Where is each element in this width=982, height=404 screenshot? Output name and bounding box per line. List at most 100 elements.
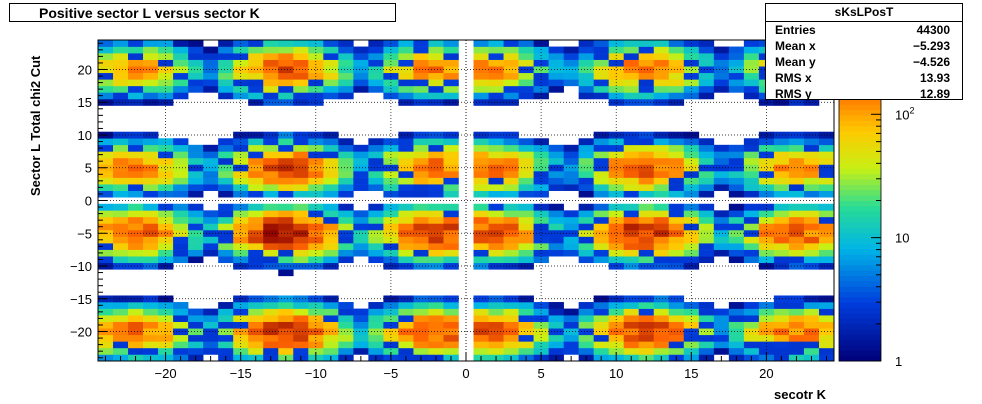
heatmap-cell <box>503 190 519 198</box>
colorbar-segment <box>839 189 881 196</box>
heatmap-cell <box>503 302 519 309</box>
heatmap-cell <box>443 302 459 309</box>
heatmap-cell <box>488 164 504 172</box>
heatmap-cell <box>473 328 489 336</box>
heatmap-cell <box>788 262 805 270</box>
heatmap-cell <box>518 85 534 93</box>
heatmap-cell <box>338 66 354 74</box>
heatmap-cell <box>518 157 534 165</box>
heatmap-cell <box>653 40 670 47</box>
colorbar-segment <box>839 232 881 239</box>
heatmap-cell <box>668 85 685 93</box>
heatmap-cell <box>263 341 279 349</box>
heatmap-cell <box>683 262 700 270</box>
heatmap-cell <box>518 347 534 355</box>
heatmap-cell <box>383 85 399 93</box>
heatmap-cell <box>428 203 444 211</box>
heatmap-cell <box>623 92 640 100</box>
heatmap-cell <box>278 144 294 152</box>
heatmap-cell <box>518 53 534 60</box>
heatmap-cell <box>818 157 835 165</box>
stats-value: 44300 <box>916 23 950 37</box>
heatmap-cell <box>173 315 189 322</box>
colorbar-tick-label: 10 <box>895 231 909 246</box>
heatmap-cell <box>743 341 760 349</box>
heatmap-cell <box>548 216 564 224</box>
heatmap-cell <box>518 151 534 159</box>
heatmap-cell <box>278 53 294 60</box>
heatmap-cell <box>788 302 805 309</box>
heatmap-cell <box>278 138 294 146</box>
heatmap-cell <box>128 177 144 185</box>
colorbar-segment <box>839 173 881 180</box>
heatmap-cell <box>698 302 715 309</box>
heatmap-cell <box>668 256 685 264</box>
heatmap-cell <box>698 59 715 67</box>
heatmap-cell <box>518 295 534 303</box>
heatmap-cell <box>518 72 534 80</box>
heatmap-cell <box>608 203 625 211</box>
heatmap-cell <box>443 236 459 244</box>
heatmap-cell <box>518 203 534 211</box>
heatmap-cell <box>563 79 579 87</box>
heatmap-cell <box>668 308 685 316</box>
heatmap-cell <box>158 315 174 322</box>
heatmap-cell <box>98 203 114 211</box>
heatmap-cell <box>713 315 730 322</box>
heatmap-cell <box>188 328 204 336</box>
heatmap-cell <box>188 144 204 152</box>
heatmap-cell <box>623 236 640 244</box>
heatmap-cell <box>653 249 670 257</box>
heatmap-cell <box>113 40 129 47</box>
heatmap-cell <box>143 243 159 250</box>
heatmap-cell <box>353 151 369 159</box>
heatmap-cell <box>113 308 129 316</box>
heatmap-cell <box>98 177 114 185</box>
heatmap-cell <box>338 210 354 218</box>
heatmap-cell <box>503 144 519 152</box>
heatmap-cell <box>323 295 339 303</box>
heatmap-cell <box>218 92 234 100</box>
heatmap-cell <box>263 256 279 264</box>
heatmap-cell <box>608 131 625 139</box>
heatmap-cell <box>773 177 790 185</box>
heatmap-cell <box>818 249 835 257</box>
heatmap-cell <box>368 216 384 224</box>
heatmap-cell <box>518 79 534 87</box>
heatmap-cell <box>398 341 414 349</box>
heatmap-cell <box>473 302 489 309</box>
heatmap-cell <box>113 295 129 303</box>
heatmap-cell <box>803 347 820 355</box>
heatmap-cell <box>593 40 609 47</box>
heatmap-cell <box>518 177 534 185</box>
heatmap-cell <box>293 223 309 231</box>
heatmap-cell <box>98 46 114 54</box>
heatmap-cell <box>323 164 339 172</box>
heatmap-cell <box>338 229 354 237</box>
heatmap-cell <box>128 157 144 165</box>
heatmap-cell <box>398 85 414 93</box>
heatmap-cell <box>653 171 670 178</box>
heatmap-cell <box>728 321 745 329</box>
x-axis-label: secotr K <box>774 387 827 402</box>
heatmap-cell <box>563 229 579 237</box>
heatmap-cell <box>158 138 174 146</box>
heatmap-cell <box>293 164 309 172</box>
heatmap-cell <box>98 236 114 244</box>
heatmap-cell <box>353 216 369 224</box>
heatmap-cell <box>638 347 655 355</box>
heatmap-cell <box>743 164 760 172</box>
heatmap-cell <box>488 229 504 237</box>
heatmap-cell <box>323 151 339 159</box>
heatmap-cell <box>413 210 429 218</box>
heatmap-cell <box>323 92 339 100</box>
heatmap-cell <box>338 79 354 87</box>
heatmap-cell <box>773 171 790 178</box>
heatmap-cell <box>578 79 594 87</box>
heatmap-cell <box>578 256 594 264</box>
heatmap-cell <box>413 59 429 67</box>
heatmap-cell <box>548 249 564 257</box>
chart-title-box: Positive sector L versus sector K <box>9 3 396 22</box>
heatmap-cell <box>473 341 489 349</box>
heatmap-cell <box>218 79 234 87</box>
